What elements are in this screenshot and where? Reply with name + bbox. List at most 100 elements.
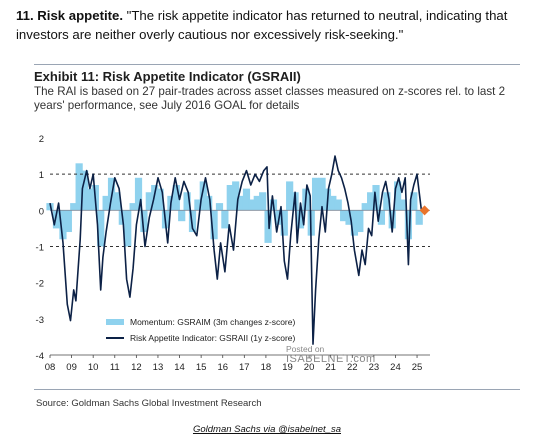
momentum-bar xyxy=(311,177,320,211)
y-tick-label: -4 xyxy=(36,351,44,362)
momentum-bar xyxy=(404,210,413,240)
momentum-bar xyxy=(70,203,78,211)
momentum-bar xyxy=(264,210,272,243)
x-tick-label: 24 xyxy=(390,362,401,373)
x-tick-label: 22 xyxy=(347,362,358,373)
reference-lines xyxy=(50,173,430,247)
y-axis: 2 1 0 -1 -2 -3 -4 xyxy=(36,134,44,362)
legend-swatch-momentum xyxy=(106,319,124,325)
momentum-bar xyxy=(399,199,407,211)
intro-label: 11. Risk appetite. xyxy=(16,8,124,23)
momentum-bar xyxy=(232,181,240,211)
watermark-line1: Posted on xyxy=(286,344,325,354)
x-tick-label: 25 xyxy=(412,362,423,373)
momentum-bar xyxy=(345,210,353,225)
momentum-bar xyxy=(86,188,94,211)
momentum-bar xyxy=(113,192,121,211)
momentum-bar xyxy=(329,195,337,211)
momentum-bar xyxy=(80,170,89,211)
momentum-bar xyxy=(140,210,148,233)
y-tick-label: 1 xyxy=(39,170,44,181)
momentum-bar xyxy=(280,210,288,236)
momentum-bar xyxy=(340,210,348,222)
momentum-bar xyxy=(102,195,110,211)
momentum-bar xyxy=(410,192,418,211)
momentum-bar xyxy=(145,192,153,211)
chart-title: Exhibit 11: Risk Appetite Indicator (GSR… xyxy=(34,69,301,84)
momentum-bar xyxy=(286,181,294,211)
momentum-bar xyxy=(172,185,180,211)
momentum-bar xyxy=(194,199,202,211)
momentum-bar xyxy=(205,195,213,211)
source-rule xyxy=(34,389,520,390)
momentum-bar xyxy=(242,188,251,211)
momentum-bar xyxy=(134,177,143,211)
momentum-bar xyxy=(59,210,67,240)
y-tick-label: -3 xyxy=(36,315,44,326)
momentum-bar xyxy=(296,210,305,229)
source-note: Source: Goldman Sachs Global Investment … xyxy=(36,398,262,409)
x-tick-label: 16 xyxy=(217,362,228,373)
x-tick-label: 12 xyxy=(131,362,142,373)
momentum-bar xyxy=(124,210,132,247)
momentum-bar xyxy=(350,210,359,236)
gsraii-line xyxy=(49,155,423,345)
chart-legend: Momentum: GSRAIM (3m changes z-score) Ris… xyxy=(106,317,296,343)
momentum-bar xyxy=(188,210,197,233)
momentum-bar xyxy=(178,210,186,222)
intro-paragraph: 11. Risk appetite. "The risk appetite in… xyxy=(16,6,521,44)
y-tick-label: -2 xyxy=(36,279,44,290)
momentum-bar xyxy=(221,210,229,229)
y-tick-label: 2 xyxy=(39,134,44,145)
momentum-bar xyxy=(215,203,224,211)
credit-line: Goldman Sachs via @isabelnet_sa xyxy=(0,424,534,435)
momentum-bar xyxy=(97,210,105,247)
x-tick-label: 13 xyxy=(153,362,164,373)
momentum-bar xyxy=(388,210,396,229)
momentum-bar xyxy=(253,195,261,211)
x-tick-label: 17 xyxy=(239,362,250,373)
credit-link[interactable]: Goldman Sachs via @isabelnet_sa xyxy=(192,424,341,435)
momentum-bar xyxy=(377,210,386,225)
momentum-bar xyxy=(334,199,342,211)
latest-marker xyxy=(419,205,430,216)
watermark-line2: ISABELNET.com xyxy=(286,353,376,365)
gsraii-series xyxy=(49,155,423,345)
momentum-bar xyxy=(210,210,218,240)
momentum-bar xyxy=(361,203,369,211)
momentum-bar xyxy=(52,210,61,229)
momentum-bar xyxy=(129,203,137,211)
intro-quote: "The risk appetite indicator has returne… xyxy=(16,8,508,42)
momentum-bar xyxy=(367,192,375,211)
momentum-bar xyxy=(394,181,402,211)
x-tick-label: 14 xyxy=(174,362,185,373)
y-tick-label: 0 xyxy=(39,206,44,217)
momentum-bar xyxy=(75,163,83,211)
watermark: Posted on ISABELNET.com xyxy=(286,344,376,365)
latest-marker-group xyxy=(419,205,430,216)
momentum-bar xyxy=(248,199,256,211)
x-tick-label: 09 xyxy=(66,362,77,373)
x-tick-label: 11 xyxy=(110,362,120,373)
x-tick-label: 15 xyxy=(196,362,207,373)
x-tick-label: 21 xyxy=(325,362,336,373)
legend-label-momentum: Momentum: GSRAIM (3m changes z-score) xyxy=(130,317,295,327)
x-tick-label: 18 xyxy=(261,362,272,373)
momentum-bar xyxy=(64,210,72,233)
momentum-bar xyxy=(183,192,191,211)
momentum-bar xyxy=(156,188,164,211)
legend-label-gsraii: Risk Appetite Indicator: GSRAII (1y z-sc… xyxy=(130,333,296,343)
momentum-bar xyxy=(318,177,326,211)
chart-subtitle: The RAI is based on 27 pair-trades acros… xyxy=(34,85,506,112)
x-axis: 08 09 10 11 12 13 14 15 16 17 18 19 20 21 22 23 24 25 xyxy=(45,354,430,373)
momentum-bar xyxy=(415,210,423,225)
x-tick-label: 10 xyxy=(88,362,99,373)
x-tick-label: 20 xyxy=(304,362,315,373)
top-rule xyxy=(34,64,520,65)
x-tick-label: 19 xyxy=(282,362,293,373)
x-tick-label: 08 xyxy=(45,362,56,373)
y-tick-label: -1 xyxy=(36,243,44,254)
momentum-bar xyxy=(199,181,207,211)
momentum-bar xyxy=(259,192,267,211)
